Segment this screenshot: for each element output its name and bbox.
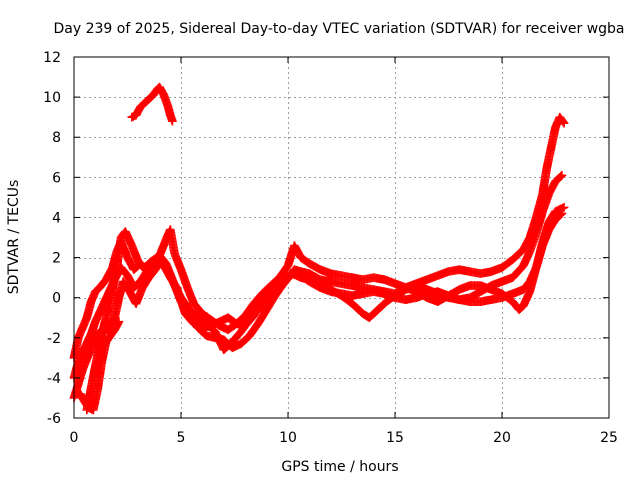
series-track-4 xyxy=(82,203,569,415)
x-tick-label: 10 xyxy=(279,430,297,446)
data-points xyxy=(69,82,569,415)
y-tick-label: 12 xyxy=(43,50,61,66)
data-point xyxy=(559,203,569,212)
y-tick-label: -6 xyxy=(47,411,61,427)
data-point xyxy=(556,172,566,181)
x-tick-label: 25 xyxy=(600,430,618,446)
data-point xyxy=(558,117,568,127)
data-point xyxy=(168,116,177,126)
axes: 0 5 10 15 20 25 -6 -4 -2 0 2 4 6 8 10 12 xyxy=(43,50,618,446)
series-track-1 xyxy=(69,112,569,363)
series-track-5 xyxy=(127,82,177,126)
y-tick-label: 6 xyxy=(52,170,61,186)
y-axis-label: SDTVAR / TECUs xyxy=(6,180,22,295)
y-tick-label: 10 xyxy=(43,90,61,106)
y-tick-label: -4 xyxy=(47,371,61,387)
y-tick-label: 4 xyxy=(52,210,61,226)
x-tick-label: 15 xyxy=(386,430,404,446)
data-point xyxy=(114,317,124,327)
chart-title: Day 239 of 2025, Sidereal Day-to-day VTE… xyxy=(53,21,624,37)
x-axis-label: GPS time / hours xyxy=(281,459,398,475)
y-tick-label: 0 xyxy=(52,291,61,307)
grid xyxy=(74,57,609,418)
data-point xyxy=(559,118,569,128)
y-tick-label: -2 xyxy=(47,331,61,347)
series-track-6 xyxy=(76,317,124,415)
y-tick-label: 2 xyxy=(52,251,61,267)
x-tick-label: 5 xyxy=(177,430,186,446)
series-track-3 xyxy=(69,209,567,403)
x-tick-label: 0 xyxy=(70,430,79,446)
plot-frame xyxy=(73,56,610,419)
y-tick-label: 8 xyxy=(52,130,61,146)
data-point xyxy=(557,171,567,180)
x-tick-label: 20 xyxy=(493,430,511,446)
